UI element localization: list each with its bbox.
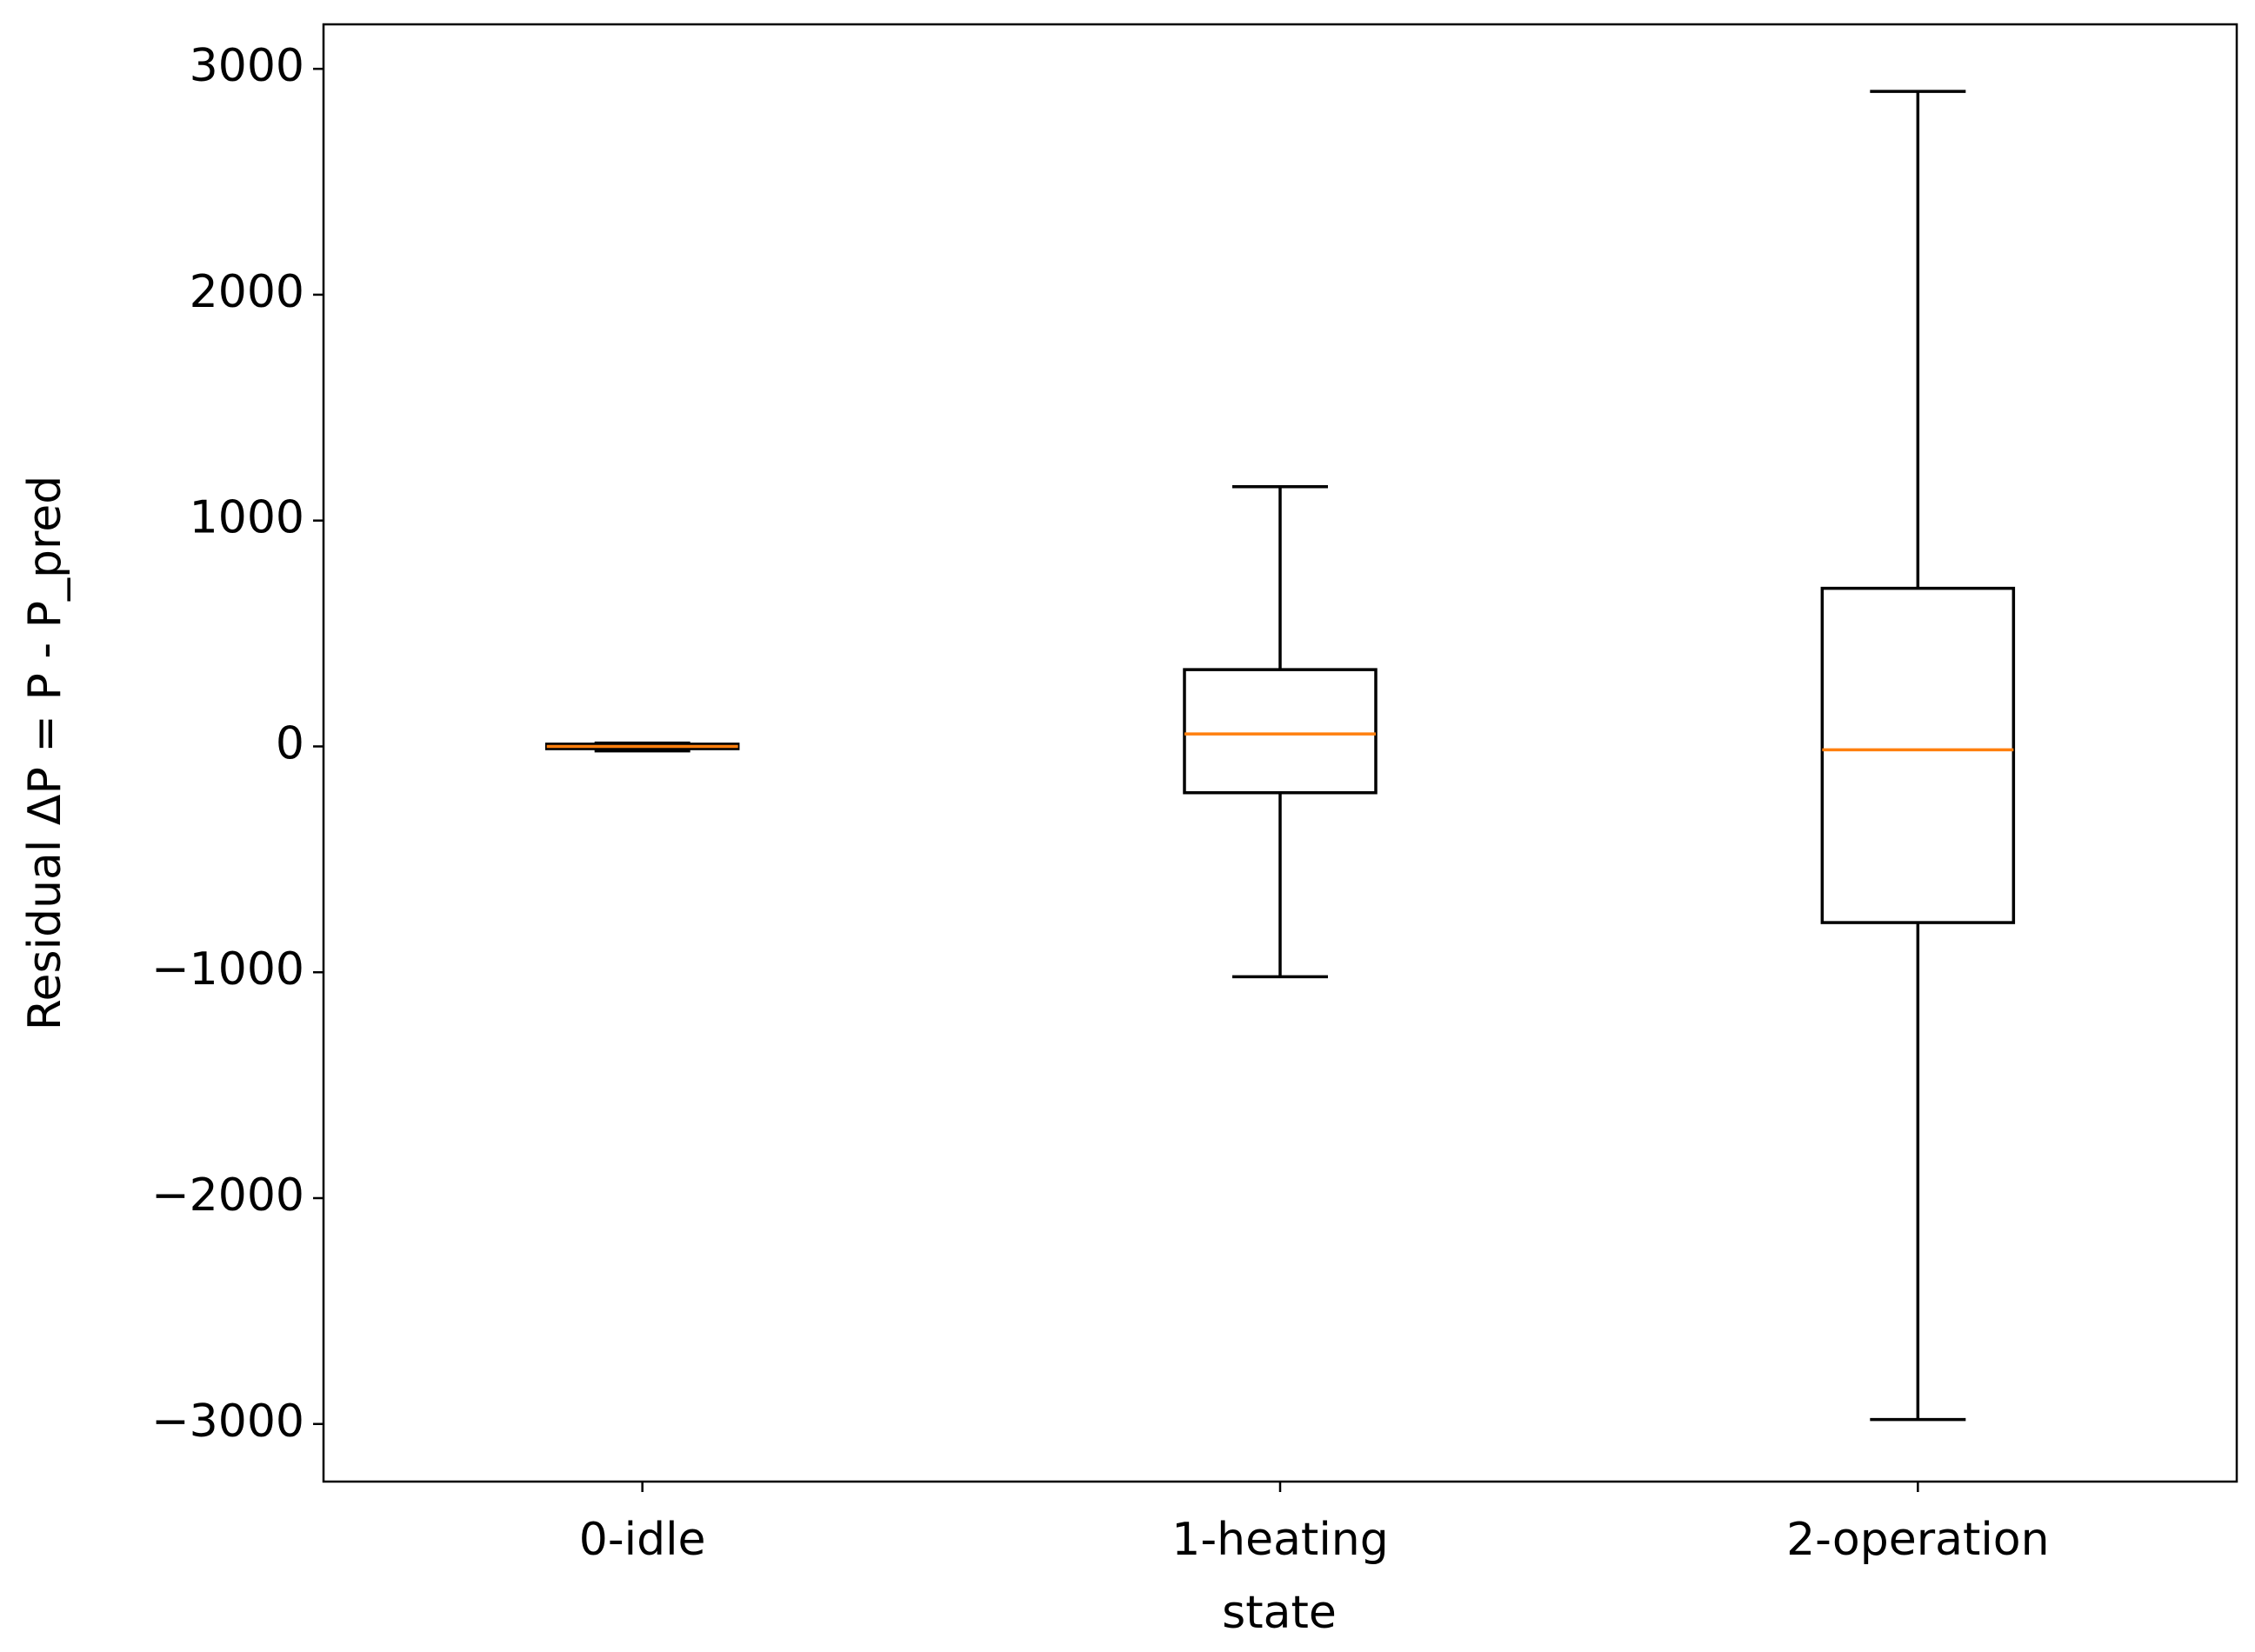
box	[1820, 586, 2016, 924]
y-tick-label: 1000	[190, 492, 304, 544]
x-tick-label: 0-idle	[579, 1514, 706, 1566]
y-tick-label: −1000	[151, 943, 304, 996]
y-tick-label: 2000	[190, 266, 304, 318]
y-tick-label: 3000	[190, 40, 304, 92]
x-tick-label: 1-heating	[1171, 1514, 1388, 1566]
box	[1183, 668, 1378, 795]
x-axis-label: state	[1222, 1587, 1337, 1639]
plot-frame	[322, 23, 2238, 1483]
y-tick-label: −2000	[151, 1169, 304, 1222]
y-tick-label: −3000	[151, 1396, 304, 1448]
y-axis-label: Residual ΔP = P - P_pred	[19, 476, 71, 1030]
x-tick-label: 2-operation	[1786, 1514, 2049, 1566]
y-tick-label: 0	[276, 717, 304, 769]
